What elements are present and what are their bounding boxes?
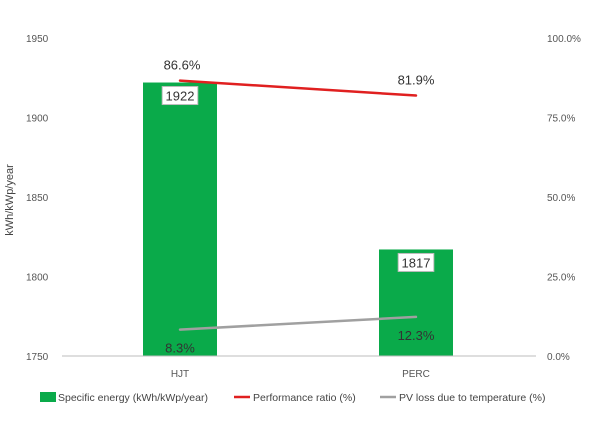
data-labels: 1922 1817 86.6% 81.9% 8.3% 12.3% bbox=[161, 58, 435, 356]
x-tick-label: PERC bbox=[402, 369, 430, 380]
bars bbox=[143, 82, 453, 357]
x-tick-label: HJT bbox=[171, 369, 189, 380]
temperature-loss-label: 8.3% bbox=[165, 341, 195, 356]
temperature-loss-label: 12.3% bbox=[398, 328, 435, 343]
right-tick-label: 25.0% bbox=[547, 273, 575, 284]
right-axis-ticks: 0.0% 25.0% 50.0% 75.0% 100.0% bbox=[547, 34, 581, 363]
left-axis-ticks: 1750 1800 1850 1900 1950 bbox=[26, 34, 49, 363]
line-series-1 bbox=[178, 79, 418, 97]
bar-value-box bbox=[397, 252, 435, 272]
x-axis-ticks: HJT PERC bbox=[171, 369, 430, 380]
y-axis-title: kWh/kWp/year bbox=[4, 164, 16, 236]
right-tick-label: 50.0% bbox=[547, 193, 575, 204]
legend-label: Specific energy (kWh/kWp/year) bbox=[58, 392, 208, 404]
line-series-2 bbox=[178, 315, 418, 331]
legend-label: Performance ratio (%) bbox=[253, 392, 356, 404]
left-tick-label: 1850 bbox=[26, 193, 49, 204]
line-series bbox=[178, 79, 418, 331]
left-tick-label: 1750 bbox=[26, 352, 49, 363]
performance-ratio-label: 86.6% bbox=[164, 58, 201, 73]
left-tick-label: 1800 bbox=[26, 273, 49, 284]
left-tick-label: 1900 bbox=[26, 114, 49, 125]
bar-value-box bbox=[161, 86, 199, 106]
left-tick-label: 1950 bbox=[26, 34, 49, 45]
bar-value-label: 1922 bbox=[166, 89, 195, 104]
legend: Specific energy (kWh/kWp/year) Performanc… bbox=[40, 392, 545, 404]
legend-label: PV loss due to temperature (%) bbox=[399, 392, 545, 404]
bar-hjt bbox=[143, 82, 217, 357]
right-tick-label: 0.0% bbox=[547, 352, 570, 363]
right-tick-label: 100.0% bbox=[547, 34, 581, 45]
right-tick-label: 75.0% bbox=[547, 114, 575, 125]
bar-value-label: 1817 bbox=[402, 255, 431, 270]
legend-swatch-bar bbox=[40, 392, 56, 402]
performance-ratio-label: 81.9% bbox=[398, 73, 435, 88]
